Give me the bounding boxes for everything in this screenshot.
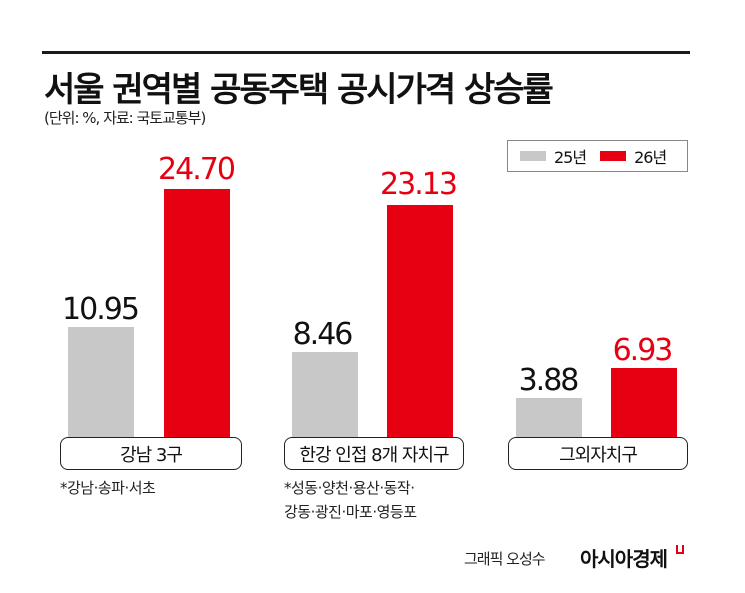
- legend-item-25: 25년: [520, 144, 587, 168]
- value-label-25: 10.95: [62, 292, 140, 327]
- legend-label-26: 26년: [634, 148, 667, 167]
- brand-logo-text: 아시아경제: [580, 547, 668, 571]
- chart-title: 서울 권역별 공동주택 공시가격 상승률: [44, 70, 554, 110]
- category-label: 강남 3구: [60, 437, 242, 470]
- category-note: *강남·송파·서초: [60, 476, 156, 500]
- value-label-26: 23.13: [380, 167, 458, 202]
- top-rule: [42, 51, 690, 54]
- category-note: *성동·양천·용산·동작· 강동·광진·마포·영등포: [284, 476, 417, 524]
- bar-25: [516, 398, 582, 440]
- bar-26: [611, 368, 677, 440]
- category-label: 그외자치구: [508, 437, 688, 470]
- legend: 25년 26년: [507, 140, 688, 172]
- bar-26: [387, 205, 453, 440]
- value-label-25: 8.46: [292, 317, 354, 352]
- note-line: 강동·광진·마포·영등포: [284, 503, 417, 521]
- legend-swatch-25: [520, 151, 546, 161]
- legend-label-25: 25년: [554, 148, 587, 167]
- bar-25: [68, 327, 134, 440]
- value-label-26: 6.93: [612, 333, 674, 368]
- graphic-credit: 그래픽 오성수: [464, 550, 546, 568]
- legend-item-26: 26년: [600, 144, 667, 168]
- value-label-25: 3.88: [518, 363, 580, 398]
- chart-subtitle: (단위: %, 자료: 국토교통부): [44, 109, 206, 127]
- brand-mark-icon: [676, 545, 684, 554]
- bar-25: [292, 352, 358, 440]
- legend-swatch-26: [600, 151, 627, 161]
- note-line: *성동·양천·용산·동작·: [284, 479, 415, 497]
- category-label: 한강 인접 8개 자치구: [284, 437, 464, 470]
- bar-26: [164, 189, 230, 440]
- value-label-26: 24.70: [158, 152, 236, 187]
- note-line: *강남·송파·서초: [60, 479, 156, 497]
